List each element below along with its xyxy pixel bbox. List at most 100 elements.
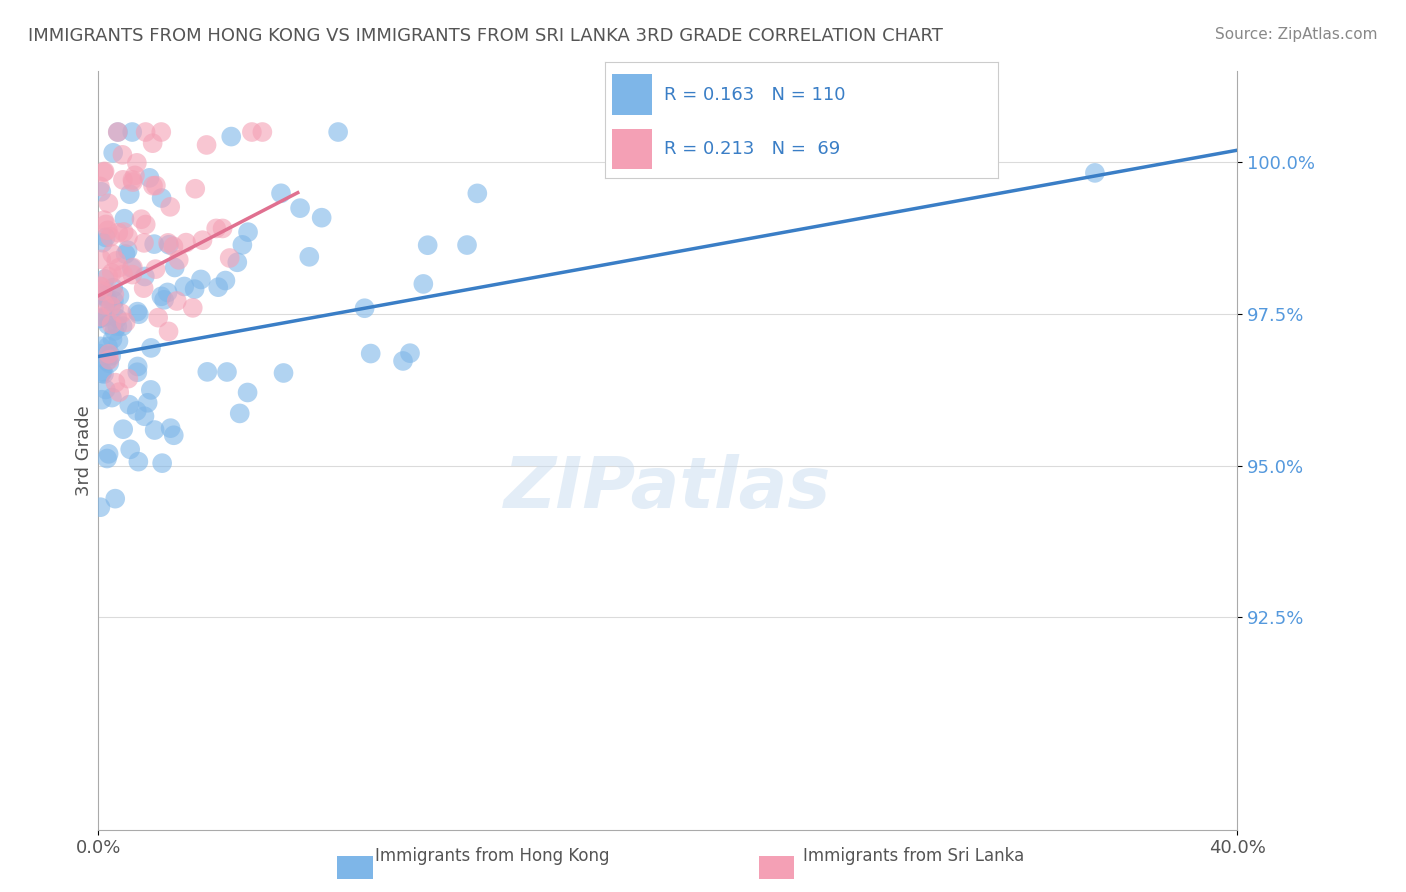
Point — [124, 169, 146, 183]
Point — [97, 318, 120, 332]
Point — [215, 365, 238, 379]
Point — [118, 398, 141, 412]
Point — [138, 170, 160, 185]
Point — [91, 365, 114, 379]
Text: ZIPatlas: ZIPatlas — [505, 454, 831, 523]
Point — [139, 341, 162, 355]
Point — [101, 332, 124, 346]
Point — [205, 221, 228, 235]
Point — [121, 268, 143, 282]
Point — [89, 179, 111, 194]
Point — [218, 251, 240, 265]
Point — [139, 383, 162, 397]
Point — [89, 500, 111, 515]
Point — [127, 365, 149, 379]
Point — [91, 235, 114, 250]
Point — [288, 201, 311, 215]
Point — [128, 307, 150, 321]
Point — [90, 367, 112, 381]
Point — [121, 125, 143, 139]
Point — [96, 354, 118, 368]
Point — [89, 279, 111, 293]
Point — [353, 301, 375, 316]
Point — [94, 218, 117, 232]
Point — [122, 175, 145, 189]
Point — [97, 294, 120, 309]
Point — [150, 191, 173, 205]
Point — [97, 223, 120, 237]
Point — [111, 173, 134, 187]
Point — [105, 311, 128, 326]
Point — [132, 281, 155, 295]
Point — [122, 260, 145, 275]
Point — [118, 187, 141, 202]
Point — [236, 225, 259, 239]
Point — [117, 230, 139, 244]
Point — [90, 286, 112, 301]
Point — [1084, 166, 1107, 180]
Point — [117, 244, 139, 258]
Point — [163, 428, 186, 442]
Point — [121, 261, 143, 276]
Point — [104, 376, 127, 390]
Point — [97, 447, 120, 461]
Point — [183, 282, 205, 296]
Point — [101, 280, 124, 294]
Point — [146, 310, 169, 325]
Point — [100, 299, 122, 313]
Point — [142, 136, 165, 151]
Point — [132, 235, 155, 250]
Point — [195, 137, 218, 152]
Point — [89, 311, 111, 326]
Point — [136, 396, 159, 410]
Point — [143, 423, 166, 437]
Point — [145, 262, 167, 277]
Point — [98, 230, 121, 244]
Point — [97, 269, 120, 284]
Point — [114, 247, 136, 261]
Point — [326, 125, 349, 139]
Text: R = 0.163   N = 110: R = 0.163 N = 110 — [664, 86, 845, 103]
Point — [125, 156, 148, 170]
Point — [94, 310, 117, 324]
Point — [214, 274, 236, 288]
Point — [226, 255, 249, 269]
Point — [93, 164, 115, 178]
Point — [112, 211, 135, 226]
Point — [107, 125, 129, 139]
Point — [93, 213, 115, 227]
Point — [90, 185, 112, 199]
Point — [101, 266, 124, 280]
Point — [100, 349, 122, 363]
Point — [91, 284, 114, 298]
Point — [93, 298, 115, 312]
Point — [392, 354, 415, 368]
Point — [252, 125, 274, 139]
Point — [416, 238, 439, 252]
Point — [150, 456, 173, 470]
Point — [103, 293, 125, 308]
Point — [96, 292, 118, 306]
Point — [360, 346, 382, 360]
Point — [96, 348, 118, 362]
Point — [96, 451, 118, 466]
Point — [111, 268, 134, 282]
Point — [93, 289, 115, 303]
Point — [89, 339, 111, 353]
Point — [167, 252, 190, 267]
Point — [150, 125, 173, 139]
Point — [121, 173, 143, 187]
Point — [150, 289, 173, 303]
Point — [108, 385, 131, 400]
FancyBboxPatch shape — [613, 74, 652, 114]
Y-axis label: 3rd Grade: 3rd Grade — [75, 405, 93, 496]
Point — [173, 279, 195, 293]
Point — [94, 383, 117, 397]
Point — [125, 404, 148, 418]
Point — [100, 317, 122, 331]
Point — [195, 365, 218, 379]
Point — [94, 272, 117, 286]
Point — [207, 280, 229, 294]
Point — [145, 178, 167, 193]
Point — [90, 280, 112, 294]
